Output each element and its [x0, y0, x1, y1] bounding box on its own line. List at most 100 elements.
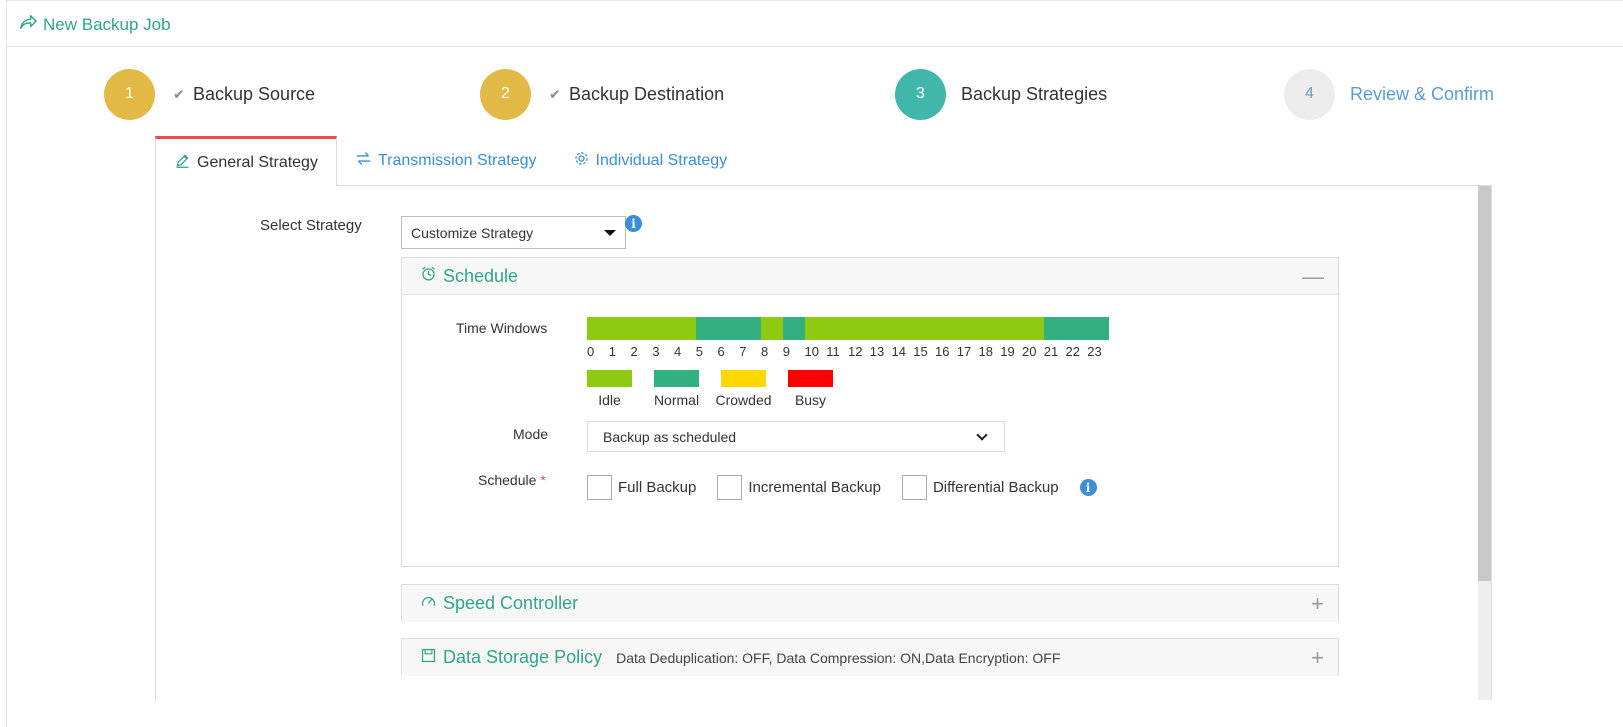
differential-backup-checkbox[interactable] — [901, 475, 927, 500]
hour-slot[interactable] — [913, 317, 935, 340]
step-backup-strategies[interactable]: 3 Backup Strategies — [895, 68, 1107, 120]
step-label: Backup Destination — [569, 83, 725, 104]
scrollbar[interactable] — [1478, 186, 1491, 700]
data-storage-policy-header[interactable]: Data Storage Policy Data Deduplication: … — [402, 639, 1338, 676]
hour-slot[interactable] — [608, 317, 631, 340]
hour-slot[interactable] — [1087, 317, 1109, 340]
legend-swatch[interactable] — [587, 370, 632, 387]
hour-slot[interactable] — [630, 317, 653, 340]
schedule-section-header[interactable]: Schedule — — [402, 258, 1338, 295]
tab-label: General Strategy — [197, 153, 318, 171]
legend-label: Crowded — [715, 392, 772, 408]
step-review-confirm[interactable]: 4 Review & Confirm — [1284, 68, 1494, 120]
edit-icon — [174, 152, 191, 174]
hour-slot[interactable] — [695, 317, 718, 340]
speedometer-icon — [420, 593, 437, 615]
storage-summary: Data Deduplication: OFF, Data Compressio… — [616, 649, 1061, 666]
step-backup-source[interactable]: 1 ✔ Backup Source — [104, 68, 315, 120]
hour-tick: 3 — [652, 344, 660, 359]
hour-tick: 12 — [848, 344, 863, 359]
schedule-section: Schedule — Time Windows 0 1 2 3 4 5 6 7 8 9 10 11 12… — [401, 257, 1339, 567]
hour-slot[interactable] — [587, 317, 609, 340]
step-backup-destination[interactable]: 2 ✔ Backup Destination — [480, 68, 724, 120]
tab-transmission-strategy[interactable]: Transmission Strategy — [337, 136, 555, 186]
mode-select-value: Backup as scheduled — [603, 428, 737, 445]
hour-tick: 1 — [608, 344, 616, 359]
page-title: New Backup Job — [19, 13, 171, 36]
hour-tick: 10 — [804, 344, 819, 359]
hour-tick: 5 — [695, 344, 703, 359]
schedule-options: Full Backup Incremental Backup Different… — [587, 475, 1097, 500]
tab-individual-strategy[interactable]: Individual Strategy — [555, 136, 746, 186]
hour-tick: 0 — [587, 344, 595, 359]
legend-normal[interactable]: Normal — [654, 370, 699, 408]
hour-tick: 4 — [674, 344, 682, 359]
hour-slot[interactable] — [717, 317, 740, 340]
hour-slot[interactable] — [761, 317, 783, 340]
hour-tick: 20 — [1022, 344, 1037, 359]
tab-general-strategy[interactable]: General Strategy — [155, 136, 337, 186]
data-storage-policy-section: Data Storage Policy Data Deduplication: … — [401, 638, 1339, 676]
hour-slot[interactable] — [1022, 317, 1044, 340]
step-label: Backup Source — [193, 83, 316, 104]
speed-controller-header[interactable]: Speed Controller + — [402, 585, 1338, 622]
full-backup-option[interactable]: Full Backup — [587, 475, 696, 500]
hour-slot[interactable] — [739, 317, 761, 340]
hour-slot[interactable] — [978, 317, 1001, 340]
hour-slot[interactable] — [848, 317, 870, 340]
hour-slot[interactable] — [652, 317, 674, 340]
hour-slot[interactable] — [891, 317, 914, 340]
differential-backup-option[interactable]: Differential Backup — [901, 475, 1059, 500]
schedule-label-text: Schedule — [478, 472, 537, 488]
hour-tick: 2 — [630, 344, 638, 359]
legend-swatch[interactable] — [721, 370, 766, 387]
info-icon[interactable]: i — [1079, 479, 1097, 496]
hour-slot[interactable] — [674, 317, 696, 340]
hour-slot[interactable] — [1000, 317, 1022, 340]
hour-slot[interactable] — [1065, 317, 1088, 340]
required-mark: * — [540, 472, 546, 488]
speed-controller-section: Speed Controller + — [401, 584, 1339, 622]
info-icon[interactable]: i — [625, 215, 642, 232]
schedule-title: Schedule — [443, 265, 519, 286]
check-icon: ✔ — [173, 85, 185, 102]
hour-tick: 11 — [826, 344, 840, 359]
step-number: 1 — [104, 68, 155, 120]
scrollbar-thumb[interactable] — [1478, 186, 1491, 581]
tab-label: Transmission Strategy — [377, 152, 537, 169]
time-windows-bar[interactable] — [587, 317, 1109, 340]
hour-slot[interactable] — [826, 317, 848, 340]
hour-tick: 23 — [1087, 344, 1102, 359]
full-backup-label: Full Backup — [618, 479, 697, 496]
legend-swatch[interactable] — [788, 370, 833, 387]
expand-icon[interactable]: + — [1311, 591, 1324, 616]
share-arrow-icon — [19, 13, 37, 36]
incremental-backup-checkbox[interactable] — [717, 475, 743, 500]
time-windows-label: Time Windows — [456, 320, 548, 336]
legend-swatch[interactable] — [654, 370, 699, 387]
floppy-disk-icon — [420, 647, 437, 669]
collapse-icon[interactable]: — — [1302, 264, 1324, 289]
strategy-select[interactable]: Customize Strategy — [401, 216, 626, 249]
hour-tick: 17 — [956, 344, 972, 359]
incremental-backup-option[interactable]: Incremental Backup — [717, 475, 881, 500]
check-icon: ✔ — [549, 85, 561, 102]
hour-tick: 15 — [913, 344, 928, 359]
hour-slot[interactable] — [804, 317, 827, 340]
hour-tick: 8 — [761, 344, 769, 359]
hour-tick: 13 — [869, 344, 885, 359]
hour-slot[interactable] — [1043, 317, 1066, 340]
expand-icon[interactable]: + — [1311, 645, 1324, 670]
legend-busy[interactable]: Busy — [788, 370, 833, 408]
chevron-down-icon — [976, 428, 988, 441]
legend-idle[interactable]: Idle — [587, 370, 632, 408]
full-backup-checkbox[interactable] — [587, 475, 612, 500]
mode-select[interactable]: Backup as scheduled — [587, 421, 1005, 452]
differential-backup-label: Differential Backup — [932, 479, 1059, 496]
hour-slot[interactable] — [935, 317, 957, 340]
legend-crowded[interactable]: Crowded — [715, 370, 772, 408]
hour-slot[interactable] — [869, 317, 892, 340]
gear-icon — [573, 150, 590, 172]
hour-slot[interactable] — [782, 317, 805, 340]
hour-slot[interactable] — [956, 317, 979, 340]
